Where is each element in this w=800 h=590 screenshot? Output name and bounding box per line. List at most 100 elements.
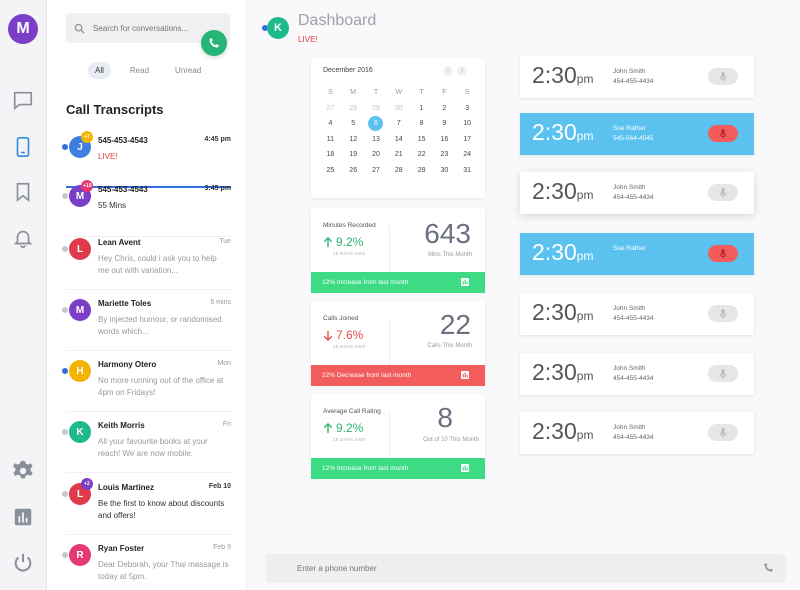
weekday-label: T (419, 89, 424, 97)
call-card[interactable]: 2:30pm John Smith 454-455-4434 (520, 172, 754, 214)
caller-number: 545-564-4545 (613, 135, 654, 142)
call-card[interactable]: 2:30pm Sue Rather 545-564-4545 (520, 113, 754, 155)
calendar-day[interactable]: 16 (440, 135, 449, 143)
contact-name: Harmony Otero (98, 360, 157, 369)
calendar-day[interactable]: 30 (440, 166, 449, 174)
calendar-day[interactable]: 23 (440, 151, 449, 159)
calendar-day[interactable]: 18 (326, 151, 335, 159)
calendar-day[interactable]: 14 (394, 135, 403, 143)
stat-ago: 15 DAYS AGO (333, 437, 366, 442)
calendar-day[interactable]: 29 (372, 104, 380, 112)
calendar-day[interactable]: 30 (394, 104, 403, 112)
phone-icon[interactable] (11, 135, 35, 159)
list-item[interactable]: H Harmony Otero Mon No more running out … (62, 352, 231, 412)
power-icon[interactable] (11, 551, 35, 575)
message-time: Feb 10 (208, 483, 231, 490)
caller-number: 454-455-4434 (613, 375, 654, 382)
calendar-day[interactable]: 19 (349, 151, 358, 159)
stat-footer: 22% Decrease from last month (311, 365, 485, 386)
calendar-day[interactable]: 28 (394, 166, 403, 174)
chart-icon[interactable] (461, 371, 469, 379)
calendar-day[interactable]: 20 (372, 151, 380, 159)
calendar-day[interactable]: 4 (328, 120, 333, 128)
call-card[interactable]: 2:30pm John Smith 454-455-4434 (520, 412, 754, 454)
mic-toggle[interactable] (708, 184, 738, 201)
chart-icon[interactable] (461, 464, 469, 472)
stat-card-calls: Calls Joined 7.6% 15 DAYS AGO 22 Calls T… (311, 301, 485, 386)
phone-number-input[interactable] (297, 564, 697, 573)
calendar-day[interactable]: 3 (465, 104, 470, 112)
mic-toggle[interactable] (708, 68, 738, 85)
mic-toggle[interactable] (708, 365, 738, 382)
calendar-day[interactable]: 10 (463, 120, 472, 128)
calendar-day[interactable]: 5 (351, 120, 356, 128)
list-item[interactable]: M +10 545-453-4543 3:45 pm 55 Mins (62, 177, 231, 237)
bell-icon[interactable] (11, 226, 35, 250)
avatar[interactable]: K (267, 17, 289, 39)
calendar-day[interactable]: 27 (372, 166, 380, 174)
call-card[interactable]: 2:30pm John Smith 454-455-4434 (520, 56, 754, 98)
list-item[interactable]: K Keith Morris Fri All your favourite bo… (62, 413, 231, 473)
list-item[interactable]: J +7 545-453-4543 4:45 pm LIVE! (62, 128, 231, 188)
prev-month-button[interactable]: ‹ (443, 66, 453, 76)
bookmark-icon[interactable] (11, 180, 35, 204)
calendar-day[interactable]: 29 (417, 166, 426, 174)
calendar-day[interactable]: 28 (349, 104, 358, 112)
mic-toggle[interactable] (708, 424, 738, 441)
mic-toggle[interactable] (708, 125, 738, 142)
calendar-day[interactable]: 31 (463, 166, 472, 174)
calendar-day[interactable]: 8 (419, 120, 424, 128)
search-input[interactable] (93, 23, 213, 33)
calendar-day[interactable]: 13 (372, 135, 380, 143)
next-month-button[interactable]: › (457, 66, 467, 76)
calendar-day[interactable]: 7 (396, 120, 401, 128)
list-item[interactable]: R Ryan Foster Feb 9 Dear Deborah, your T… (62, 536, 231, 590)
calendar-day[interactable]: 2 (442, 104, 447, 112)
mic-toggle[interactable] (708, 305, 738, 322)
chat-icon[interactable] (11, 88, 35, 112)
arrow-down-icon (323, 330, 333, 341)
calendar-day[interactable]: 17 (463, 135, 472, 143)
calendar-day[interactable]: 27 (326, 104, 335, 112)
status-dot (62, 144, 68, 150)
filter-read[interactable]: Read (129, 66, 150, 75)
calendar-day[interactable]: 12 (349, 135, 358, 143)
filter-all[interactable]: All (88, 62, 111, 79)
call-card[interactable]: 2:30pm John Smith 454-455-4434 (520, 353, 754, 395)
calendar-day[interactable]: 24 (463, 151, 472, 159)
filter-unread[interactable]: Unread (175, 66, 202, 75)
stat-percent: 9.2% (323, 421, 363, 435)
calendar-day-selected[interactable]: 6 (365, 116, 388, 132)
calendar-day[interactable]: 21 (394, 151, 403, 159)
count-badge: +10 (81, 180, 94, 192)
calendar-day[interactable]: 11 (326, 135, 335, 143)
calendar-day[interactable]: 15 (417, 135, 426, 143)
call-card[interactable]: 2:30pm John Smith 454-455-4434 (520, 293, 754, 335)
list-item[interactable]: M Mariette Toles 5 mins By injected humo… (62, 291, 231, 351)
list-item[interactable]: L Lean Avent Tue Hey Chris, could i ask … (62, 230, 231, 290)
calendar-day[interactable]: 25 (326, 166, 335, 174)
caller-name: John Smith (613, 68, 646, 75)
weekday-label: S (464, 89, 470, 97)
new-call-button[interactable] (201, 30, 227, 56)
chart-icon[interactable] (461, 278, 469, 286)
gear-icon[interactable] (11, 459, 35, 483)
calendar-day[interactable]: 22 (417, 151, 426, 159)
phone-icon[interactable] (763, 562, 774, 573)
microphone-icon (719, 187, 727, 197)
bar-chart-icon[interactable] (11, 505, 35, 529)
message-preview: All your favourite books at your reach! … (98, 437, 208, 458)
weekday-label: M (350, 89, 357, 97)
user-avatar[interactable]: M (8, 14, 38, 44)
message-time: 4:45 pm (204, 136, 231, 143)
mic-toggle[interactable] (708, 245, 738, 262)
call-card[interactable]: 2:30pm Sue Rather (520, 233, 754, 275)
calendar-day[interactable]: 26 (349, 166, 358, 174)
list-item[interactable]: L +2 Louis Martinez Feb 10 Be the first … (62, 475, 231, 535)
stat-value: 22 (439, 309, 471, 340)
status-dot (262, 25, 268, 31)
calendar-day[interactable]: 1 (419, 104, 424, 112)
stat-value: 643 (424, 218, 471, 249)
moon-icon[interactable] (11, 413, 35, 437)
calendar-day[interactable]: 9 (442, 120, 447, 128)
